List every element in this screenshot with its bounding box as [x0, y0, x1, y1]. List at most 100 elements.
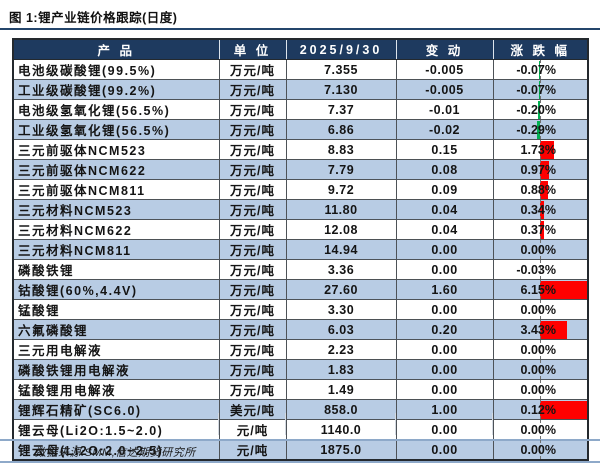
col-header-date: 2025/9/30 — [285, 39, 396, 60]
pct-cell: 3.43% — [492, 319, 589, 340]
pct-cell: 0.00% — [492, 439, 589, 461]
databar-axis-icon — [540, 60, 542, 79]
pct-cell: -0.03% — [492, 259, 589, 280]
price-cell: 1.49 — [285, 379, 397, 400]
unit-cell: 万元/吨 — [218, 199, 287, 220]
pct-value: 3.43% — [520, 322, 556, 337]
unit-cell: 万元/吨 — [218, 159, 287, 180]
databar-axis-icon — [540, 360, 542, 379]
unit-cell: 万元/吨 — [218, 339, 287, 360]
change-cell: 0.04 — [395, 199, 494, 220]
table-row: 六氟磷酸锂 万元/吨 6.03 0.20 3.43% — [12, 319, 589, 340]
change-cell: 0.08 — [395, 159, 494, 180]
databar-axis-icon — [540, 180, 542, 199]
pct-cell: 0.00% — [492, 419, 589, 440]
change-cell: -0.01 — [395, 99, 494, 120]
databar — [539, 80, 541, 99]
databar — [539, 60, 541, 79]
price-cell: 6.86 — [285, 119, 397, 140]
price-cell: 11.80 — [285, 199, 397, 220]
pct-value: 0.00% — [520, 422, 556, 437]
pct-cell: 1.73% — [492, 139, 589, 160]
price-table: 产 品 单 位 2025/9/30 变 动 涨 跌 幅 电池级碳酸锂(99.5%… — [12, 38, 589, 461]
table-row: 锂云母(Li2O:1.5~2.0) 元/吨 1140.0 0.00 0.00% — [12, 419, 589, 440]
header-row: 产 品 单 位 2025/9/30 变 动 涨 跌 幅 — [13, 39, 588, 60]
change-cell: -0.005 — [395, 79, 494, 100]
pct-value: -0.20% — [516, 102, 556, 117]
pct-value: 0.97% — [520, 162, 556, 177]
pct-value: 0.00% — [520, 442, 556, 457]
product-cell: 磷酸铁锂用电解液 — [12, 359, 220, 380]
pct-value: 0.88% — [520, 182, 556, 197]
table-row: 三元材料NCM523 万元/吨 11.80 0.04 0.34% — [12, 199, 589, 220]
unit-cell: 万元/吨 — [218, 59, 287, 80]
table-row: 磷酸铁锂用电解液 万元/吨 1.83 0.00 0.00% — [12, 359, 589, 380]
table-row: 三元前驱体NCM811 万元/吨 9.72 0.09 0.88% — [12, 179, 589, 200]
databar-axis-icon — [540, 120, 542, 139]
table-row: 锰酸锂 万元/吨 3.30 0.00 0.00% — [12, 299, 589, 320]
pct-value: 0.00% — [520, 342, 556, 357]
table-row: 电池级碳酸锂(99.5%) 万元/吨 7.355 -0.005 -0.07% — [12, 59, 589, 80]
pct-value: 0.00% — [520, 362, 556, 377]
unit-cell: 万元/吨 — [218, 179, 287, 200]
col-header-change: 变 动 — [395, 39, 493, 60]
pct-cell: 0.97% — [492, 159, 589, 180]
price-cell: 1.83 — [285, 359, 397, 380]
change-cell: 0.00 — [395, 339, 494, 360]
pct-value: -0.07% — [516, 82, 556, 97]
pct-cell: 0.12% — [492, 399, 589, 420]
unit-cell: 万元/吨 — [218, 99, 287, 120]
pct-value: 0.00% — [520, 302, 556, 317]
pct-value: 6.15% — [520, 282, 556, 297]
col-header-product: 产 品 — [13, 39, 219, 60]
databar-axis-icon — [540, 280, 542, 299]
databar-axis-icon — [540, 380, 542, 399]
pct-value: 0.00% — [520, 242, 556, 257]
data-source: 数据来源:SMM,信达期货研究所 — [35, 447, 196, 459]
table-footer-gridlines — [12, 413, 587, 435]
table-row: 三元材料NCM622 万元/吨 12.08 0.04 0.37% — [12, 219, 589, 240]
product-cell: 三元前驱体NCM622 — [12, 159, 220, 180]
unit-cell: 万元/吨 — [218, 219, 287, 240]
price-cell: 3.36 — [285, 259, 397, 280]
product-cell: 锂云母(Li2O:1.5~2.0) — [12, 419, 220, 440]
databar-axis-icon — [540, 260, 542, 279]
pct-value: 0.34% — [520, 202, 556, 217]
change-cell: 0.00 — [395, 259, 494, 280]
change-cell: 0.00 — [395, 379, 494, 400]
pct-cell: 0.00% — [492, 359, 589, 380]
pct-cell: 0.88% — [492, 179, 589, 200]
table-row: 三元用电解液 万元/吨 2.23 0.00 0.00% — [12, 339, 589, 360]
product-cell: 三元前驱体NCM811 — [12, 179, 220, 200]
pct-cell: 0.00% — [492, 239, 589, 260]
change-cell: -0.005 — [395, 59, 494, 80]
table-row: 锂云母(Li2O:2.0~2.5) 元/吨 1875.0 0.00 0.00% — [12, 439, 589, 461]
databar-axis-icon — [540, 300, 542, 319]
price-cell: 7.130 — [285, 79, 397, 100]
databar — [538, 100, 541, 119]
product-cell: 电池级碳酸锂(99.5%) — [12, 59, 220, 80]
price-cell: 12.08 — [285, 219, 397, 240]
pct-cell: -0.20% — [492, 99, 589, 120]
change-cell: 0.04 — [395, 219, 494, 240]
table-row: 工业级氢氧化锂(56.5%) 万元/吨 6.86 -0.02 -0.29% — [12, 119, 589, 140]
table-row: 钴酸锂(60%,4.4V) 万元/吨 27.60 1.60 6.15% — [12, 279, 589, 300]
unit-cell: 万元/吨 — [218, 239, 287, 260]
table-row: 三元前驱体NCM523 万元/吨 8.83 0.15 1.73% — [12, 139, 589, 160]
pct-value: 0.37% — [520, 222, 556, 237]
databar-axis-icon — [540, 160, 542, 179]
databar — [540, 400, 587, 419]
pct-cell: -0.07% — [492, 59, 589, 80]
databar-axis-icon — [540, 200, 542, 219]
change-cell: 1.60 — [395, 279, 494, 300]
databar — [540, 180, 549, 199]
pct-cell: 0.00% — [492, 379, 589, 400]
price-cell: 6.03 — [285, 319, 397, 340]
unit-cell: 万元/吨 — [218, 359, 287, 380]
pct-cell: 0.00% — [492, 299, 589, 320]
pct-cell: -0.07% — [492, 79, 589, 100]
price-table-container: 产 品 单 位 2025/9/30 变 动 涨 跌 幅 电池级碳酸锂(99.5%… — [12, 38, 589, 461]
databar — [540, 280, 587, 299]
table-row: 磷酸铁锂 万元/吨 3.36 0.00 -0.03% — [12, 259, 589, 280]
